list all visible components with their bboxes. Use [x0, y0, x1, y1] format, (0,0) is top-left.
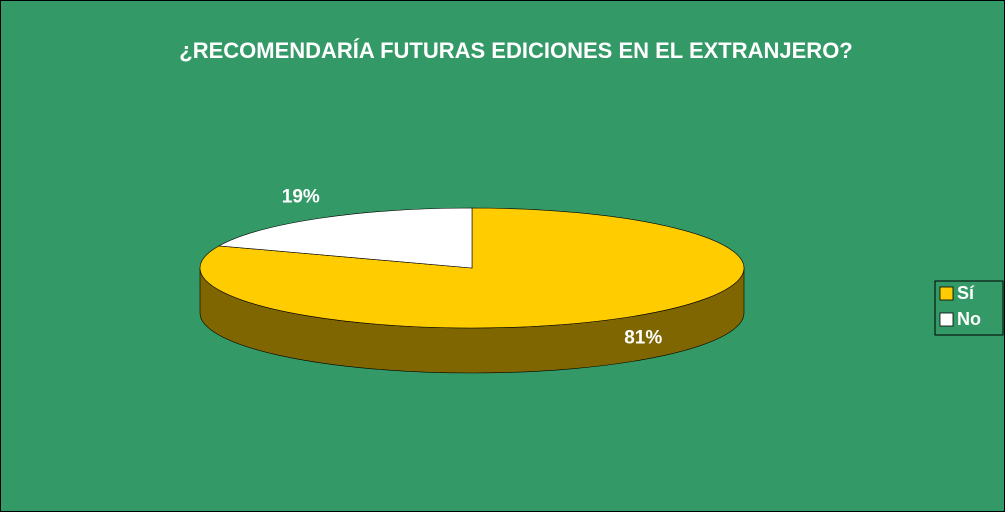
data-label: 81%	[624, 327, 662, 348]
legend-label: No	[957, 309, 981, 329]
legend-swatch	[939, 312, 954, 327]
legend-label: Sí	[957, 283, 975, 303]
pie-slice	[218, 207, 473, 269]
chart-title: ¿RECOMENDARÍA FUTURAS EDICIONES EN EL EX…	[179, 38, 853, 63]
legend-swatch	[939, 286, 954, 301]
data-label: 19%	[282, 187, 320, 208]
